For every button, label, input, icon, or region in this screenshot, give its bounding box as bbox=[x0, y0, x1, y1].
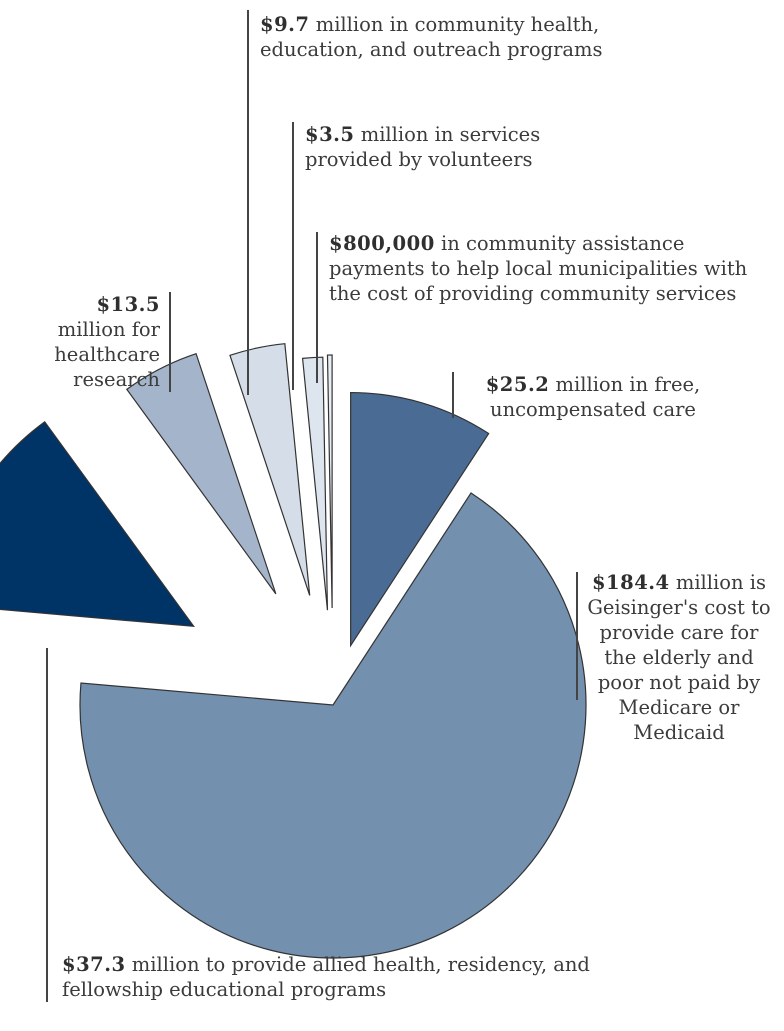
text-elderly-poor-care: million is Geisinger's cost to provide c… bbox=[587, 571, 771, 744]
text-volunteers: million in services provided by voluntee… bbox=[305, 123, 541, 171]
slice-education-programs bbox=[0, 421, 195, 628]
slice-volunteers bbox=[301, 356, 329, 611]
slice-community-health bbox=[229, 343, 311, 596]
label-education-programs: $37.3 million to provide allied health, … bbox=[62, 952, 622, 1002]
text-free-care: million in free, uncompensated care bbox=[490, 373, 701, 421]
amount-municipal-assistance: $800,000 bbox=[329, 232, 435, 255]
amount-community-health: $9.7 bbox=[260, 13, 310, 36]
label-volunteers: $3.5 million in services provided by vol… bbox=[305, 122, 605, 172]
label-free-care: $25.2 million in free, uncompensated car… bbox=[458, 372, 728, 422]
slice-elderly-poor-care bbox=[79, 492, 587, 959]
slice-municipal-assistance bbox=[326, 354, 333, 609]
slice-research bbox=[125, 352, 277, 595]
amount-education-programs: $37.3 bbox=[62, 953, 126, 976]
label-research: $13.5 million for healthcare research bbox=[52, 292, 160, 392]
label-community-health: $9.7 million in community health, educat… bbox=[260, 12, 680, 62]
text-research: million for healthcare research bbox=[54, 318, 160, 391]
text-municipal-assistance: in community assistance payments to help… bbox=[329, 232, 748, 305]
text-education-programs: million to provide allied health, reside… bbox=[62, 953, 590, 1001]
amount-elderly-poor-care: $184.4 bbox=[591, 571, 670, 594]
amount-free-care: $25.2 bbox=[485, 373, 550, 396]
amount-volunteers: $3.5 bbox=[305, 123, 355, 146]
amount-research: $13.5 bbox=[96, 293, 160, 316]
slice-free-care bbox=[350, 391, 490, 648]
text-community-health: million in community health, education, … bbox=[260, 13, 603, 61]
label-elderly-poor-care: $184.4 million is Geisinger's cost to pr… bbox=[584, 570, 774, 745]
label-municipal-assistance: $800,000 in community assistance payment… bbox=[329, 231, 769, 306]
